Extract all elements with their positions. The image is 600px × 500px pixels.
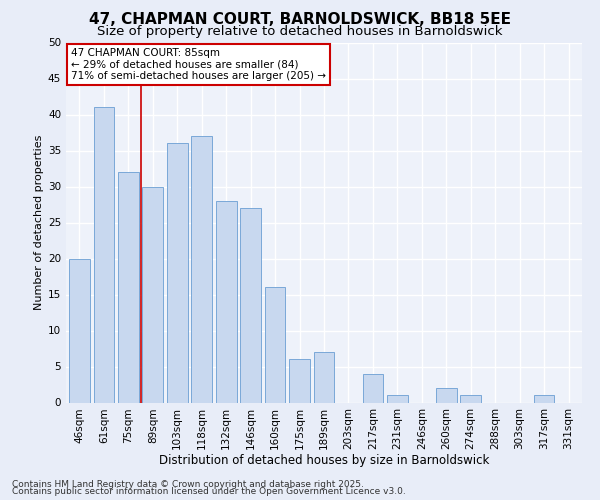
Bar	[240, 208, 261, 402]
Bar	[436, 388, 457, 402]
Bar	[94, 108, 114, 403]
Bar	[534, 396, 554, 402]
Text: Contains HM Land Registry data © Crown copyright and database right 2025.: Contains HM Land Registry data © Crown c…	[12, 480, 364, 489]
Text: 47, CHAPMAN COURT, BARNOLDSWICK, BB18 5EE: 47, CHAPMAN COURT, BARNOLDSWICK, BB18 5E…	[89, 12, 511, 28]
Bar	[142, 186, 163, 402]
Text: Size of property relative to detached houses in Barnoldswick: Size of property relative to detached ho…	[97, 25, 503, 38]
Bar	[387, 396, 408, 402]
Bar	[69, 258, 90, 402]
Y-axis label: Number of detached properties: Number of detached properties	[34, 135, 44, 310]
Bar	[314, 352, 334, 403]
Bar	[265, 288, 286, 403]
Bar	[216, 201, 236, 402]
Bar	[167, 144, 188, 402]
Bar	[289, 360, 310, 403]
X-axis label: Distribution of detached houses by size in Barnoldswick: Distribution of detached houses by size …	[159, 454, 489, 466]
Bar	[118, 172, 139, 402]
Text: 47 CHAPMAN COURT: 85sqm
← 29% of detached houses are smaller (84)
71% of semi-de: 47 CHAPMAN COURT: 85sqm ← 29% of detache…	[71, 48, 326, 81]
Bar	[191, 136, 212, 402]
Text: Contains public sector information licensed under the Open Government Licence v3: Contains public sector information licen…	[12, 488, 406, 496]
Bar	[460, 396, 481, 402]
Bar	[362, 374, 383, 402]
